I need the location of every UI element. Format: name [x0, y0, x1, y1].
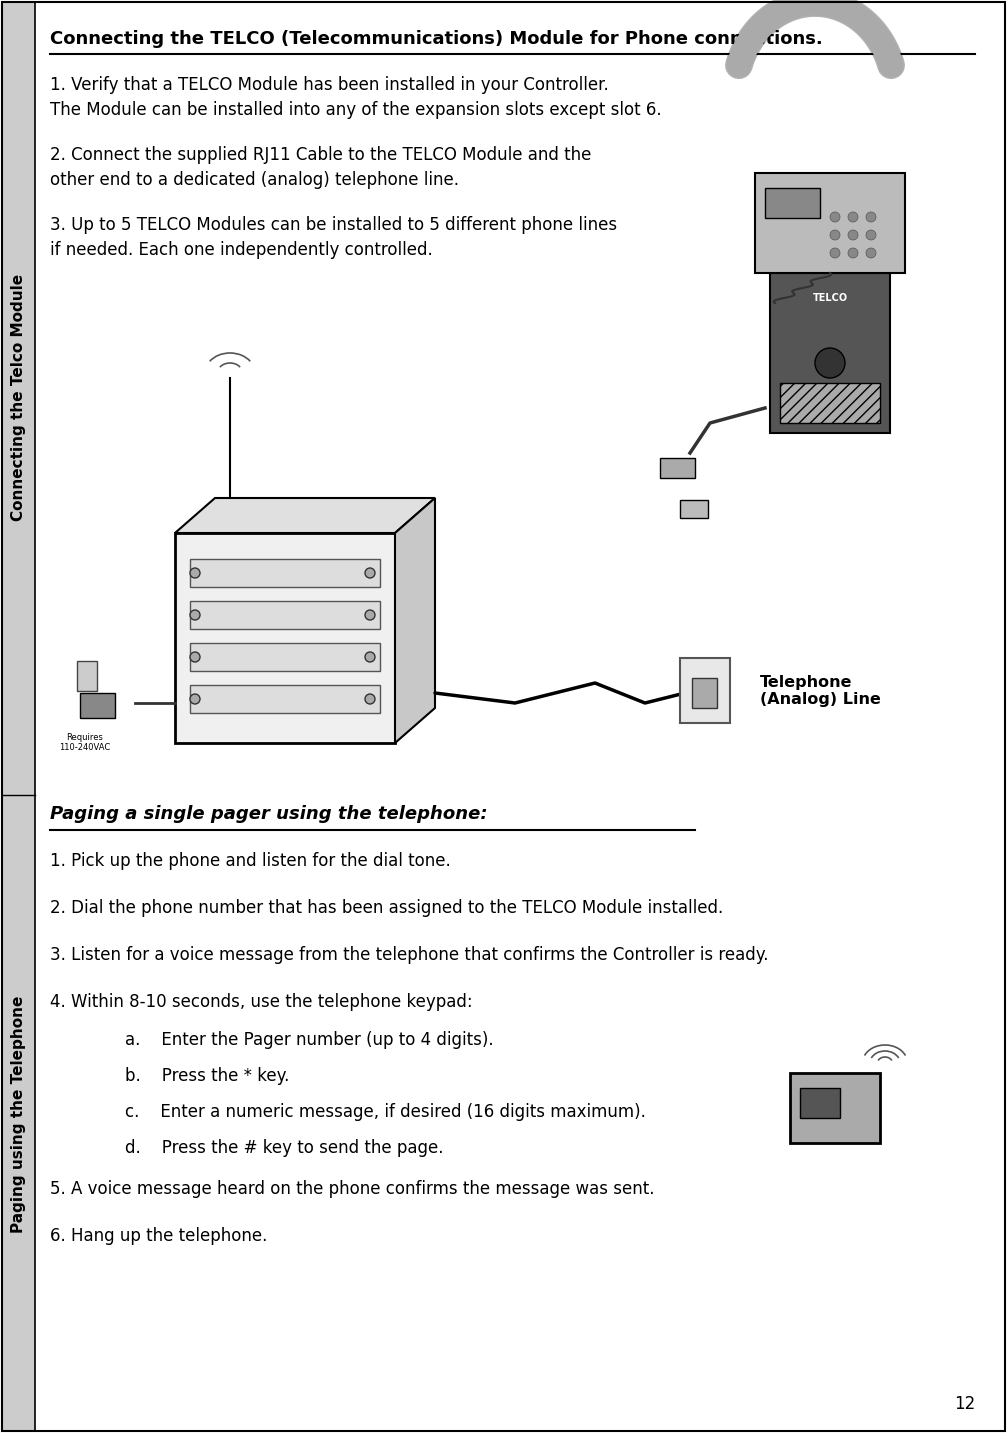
- Bar: [692, 678, 717, 708]
- Text: Connecting the TELCO (Telecommunications) Module for Phone connections.: Connecting the TELCO (Telecommunications…: [50, 30, 823, 47]
- Circle shape: [848, 231, 858, 239]
- Circle shape: [848, 212, 858, 222]
- Circle shape: [830, 248, 840, 258]
- Text: 3. Up to 5 TELCO Modules can be installed to 5 different phone lines
if needed. : 3. Up to 5 TELCO Modules can be installe…: [50, 216, 617, 259]
- Bar: [680, 500, 708, 517]
- Bar: [680, 658, 730, 724]
- Text: Connecting the Telco Module: Connecting the Telco Module: [11, 274, 26, 522]
- Bar: [175, 533, 395, 742]
- Circle shape: [830, 231, 840, 239]
- Circle shape: [848, 248, 858, 258]
- Circle shape: [190, 694, 200, 704]
- Circle shape: [830, 212, 840, 222]
- Circle shape: [365, 694, 375, 704]
- Bar: [660, 459, 695, 479]
- Text: c.    Enter a numeric message, if desired (16 digits maximum).: c. Enter a numeric message, if desired (…: [125, 1103, 645, 1121]
- Bar: [755, 173, 905, 274]
- Circle shape: [190, 567, 200, 577]
- Bar: [780, 383, 880, 423]
- Bar: [190, 685, 380, 714]
- Text: 3. Listen for a voice message from the telephone that confirms the Controller is: 3. Listen for a voice message from the t…: [50, 946, 768, 964]
- Bar: [790, 1073, 880, 1144]
- Polygon shape: [395, 499, 435, 742]
- Bar: [77, 661, 97, 691]
- Bar: [190, 600, 380, 629]
- Text: 6. Hang up the telephone.: 6. Hang up the telephone.: [50, 1227, 268, 1245]
- Circle shape: [815, 348, 845, 378]
- Text: d.    Press the # key to send the page.: d. Press the # key to send the page.: [125, 1139, 443, 1158]
- Text: a.    Enter the Pager number (up to 4 digits).: a. Enter the Pager number (up to 4 digit…: [125, 1032, 493, 1049]
- Circle shape: [365, 652, 375, 662]
- Bar: [2, 1, 35, 1432]
- Bar: [765, 188, 820, 218]
- Circle shape: [365, 610, 375, 620]
- Text: 1. Pick up the phone and listen for the dial tone.: 1. Pick up the phone and listen for the …: [50, 853, 451, 870]
- Circle shape: [190, 652, 200, 662]
- Text: 4. Within 8-10 seconds, use the telephone keypad:: 4. Within 8-10 seconds, use the telephon…: [50, 993, 472, 1012]
- Circle shape: [866, 248, 876, 258]
- Bar: [770, 274, 890, 433]
- Circle shape: [866, 231, 876, 239]
- Circle shape: [190, 610, 200, 620]
- Bar: [190, 559, 380, 588]
- Circle shape: [866, 212, 876, 222]
- Text: Telephone
(Analog) Line: Telephone (Analog) Line: [760, 675, 881, 708]
- Text: 5. A voice message heard on the phone confirms the message was sent.: 5. A voice message heard on the phone co…: [50, 1181, 655, 1198]
- Text: Paging a single pager using the telephone:: Paging a single pager using the telephon…: [50, 805, 487, 824]
- Circle shape: [365, 567, 375, 577]
- Bar: [190, 643, 380, 671]
- Polygon shape: [175, 499, 435, 533]
- Text: 12: 12: [954, 1394, 975, 1413]
- Bar: [800, 1088, 840, 1118]
- Text: TELCO: TELCO: [813, 292, 848, 302]
- Bar: [80, 694, 115, 718]
- Text: 2. Dial the phone number that has been assigned to the TELCO Module installed.: 2. Dial the phone number that has been a…: [50, 900, 723, 917]
- Text: Paging using the Telephone: Paging using the Telephone: [11, 996, 26, 1232]
- Text: 1. Verify that a TELCO Module has been installed in your Controller.
The Module : 1. Verify that a TELCO Module has been i…: [50, 76, 662, 119]
- Text: 2. Connect the supplied RJ11 Cable to the TELCO Module and the
other end to a de: 2. Connect the supplied RJ11 Cable to th…: [50, 146, 591, 189]
- Text: Requires
110-240VAC: Requires 110-240VAC: [59, 734, 111, 752]
- Text: b.    Press the * key.: b. Press the * key.: [125, 1068, 289, 1085]
